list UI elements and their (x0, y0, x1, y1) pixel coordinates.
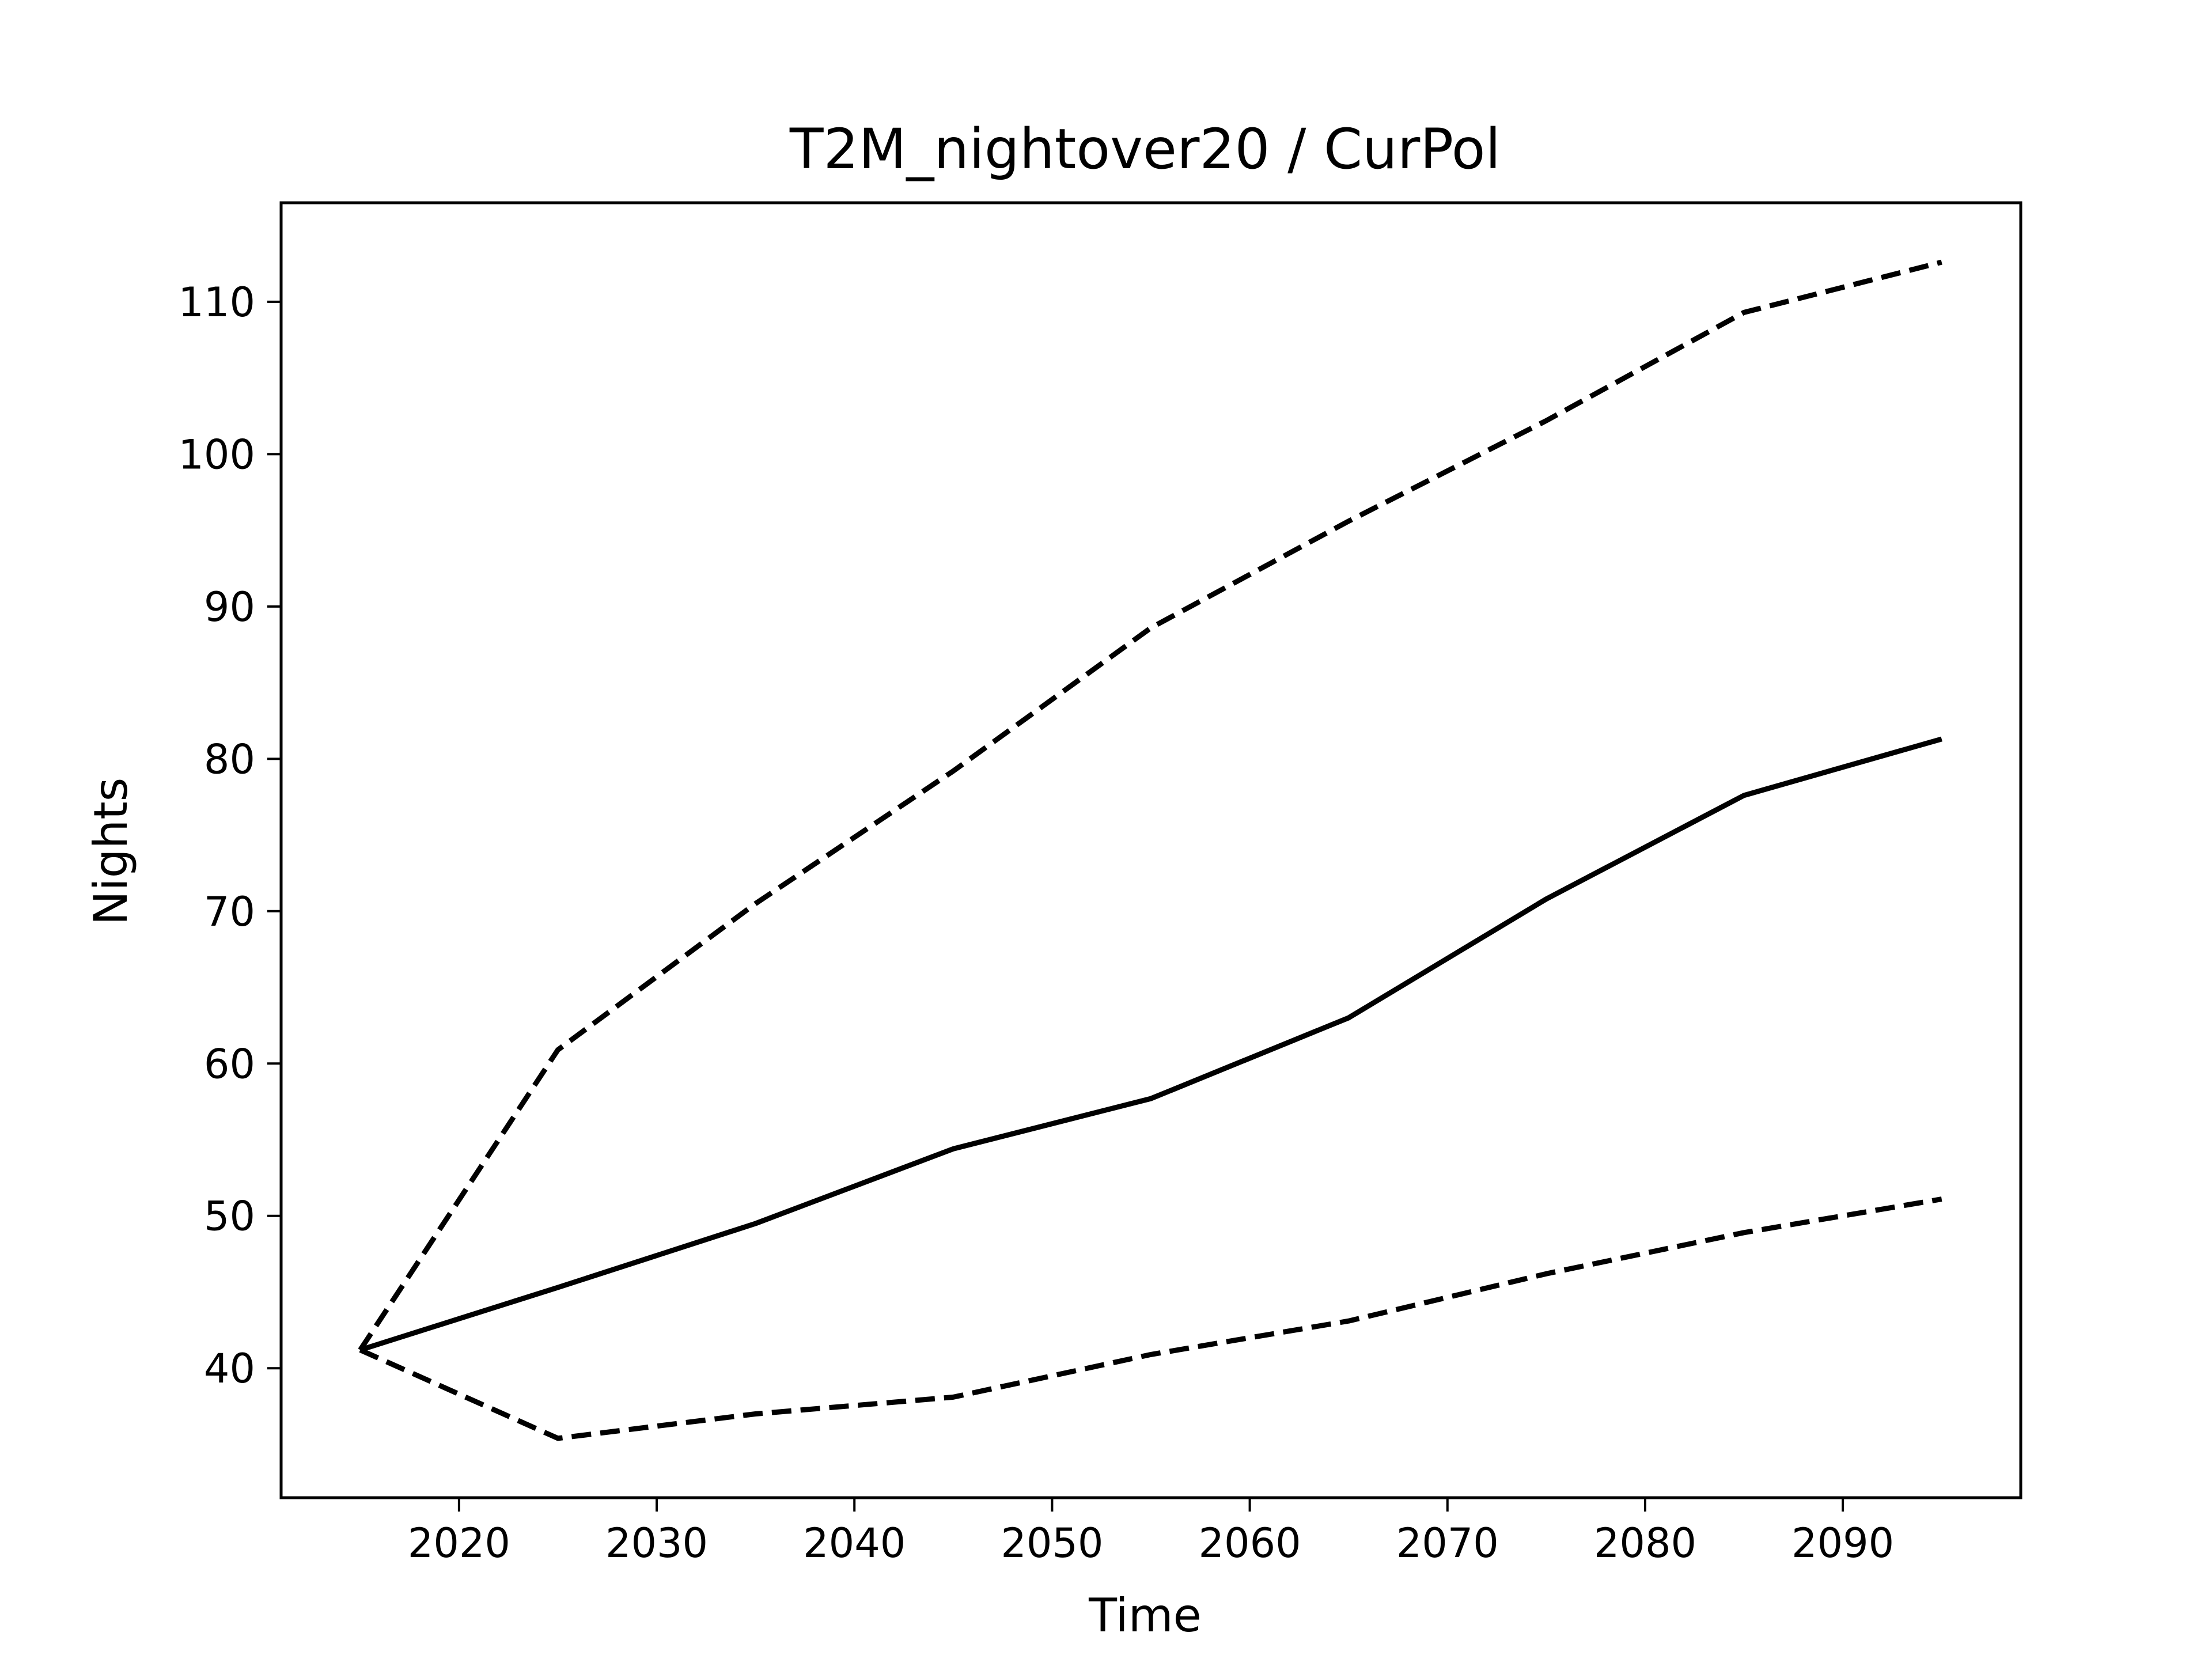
x-tick-label: 2040 (803, 1520, 906, 1567)
y-tick-label: 40 (204, 1345, 255, 1392)
x-tick-label: 2060 (1199, 1520, 1301, 1567)
y-tick-label: 50 (204, 1193, 255, 1240)
series-line-3 (359, 1196, 1942, 1441)
x-tick-label: 2020 (408, 1520, 510, 1567)
x-axis-label: Time (1088, 1589, 1202, 1642)
y-tick-label: 60 (204, 1040, 255, 1088)
x-tick-label: 2070 (1396, 1520, 1499, 1567)
x-tick-label: 2050 (1001, 1520, 1103, 1567)
series-line-1 (359, 736, 1942, 1353)
x-tick-label: 2090 (1791, 1520, 1894, 1567)
series-line-2 (358, 259, 1942, 1351)
x-tick-label: 2030 (605, 1520, 708, 1567)
plot-area: 2020 2030 2040 2050 2060 2070 2080 2090 40 50 60 70… (178, 201, 2022, 1567)
y-tick-label: 110 (178, 279, 255, 326)
chart-title: T2M_nightover20 / CurPol (789, 117, 1501, 181)
x-tick-label: 2080 (1594, 1520, 1696, 1567)
y-tick-label: 80 (204, 736, 255, 783)
axes-frame (279, 201, 2022, 1499)
y-tick-label: 100 (178, 431, 255, 478)
y-tick-label: 90 (204, 584, 255, 631)
y-axis-label: Nights (84, 778, 138, 926)
y-tick-label: 70 (204, 888, 255, 935)
